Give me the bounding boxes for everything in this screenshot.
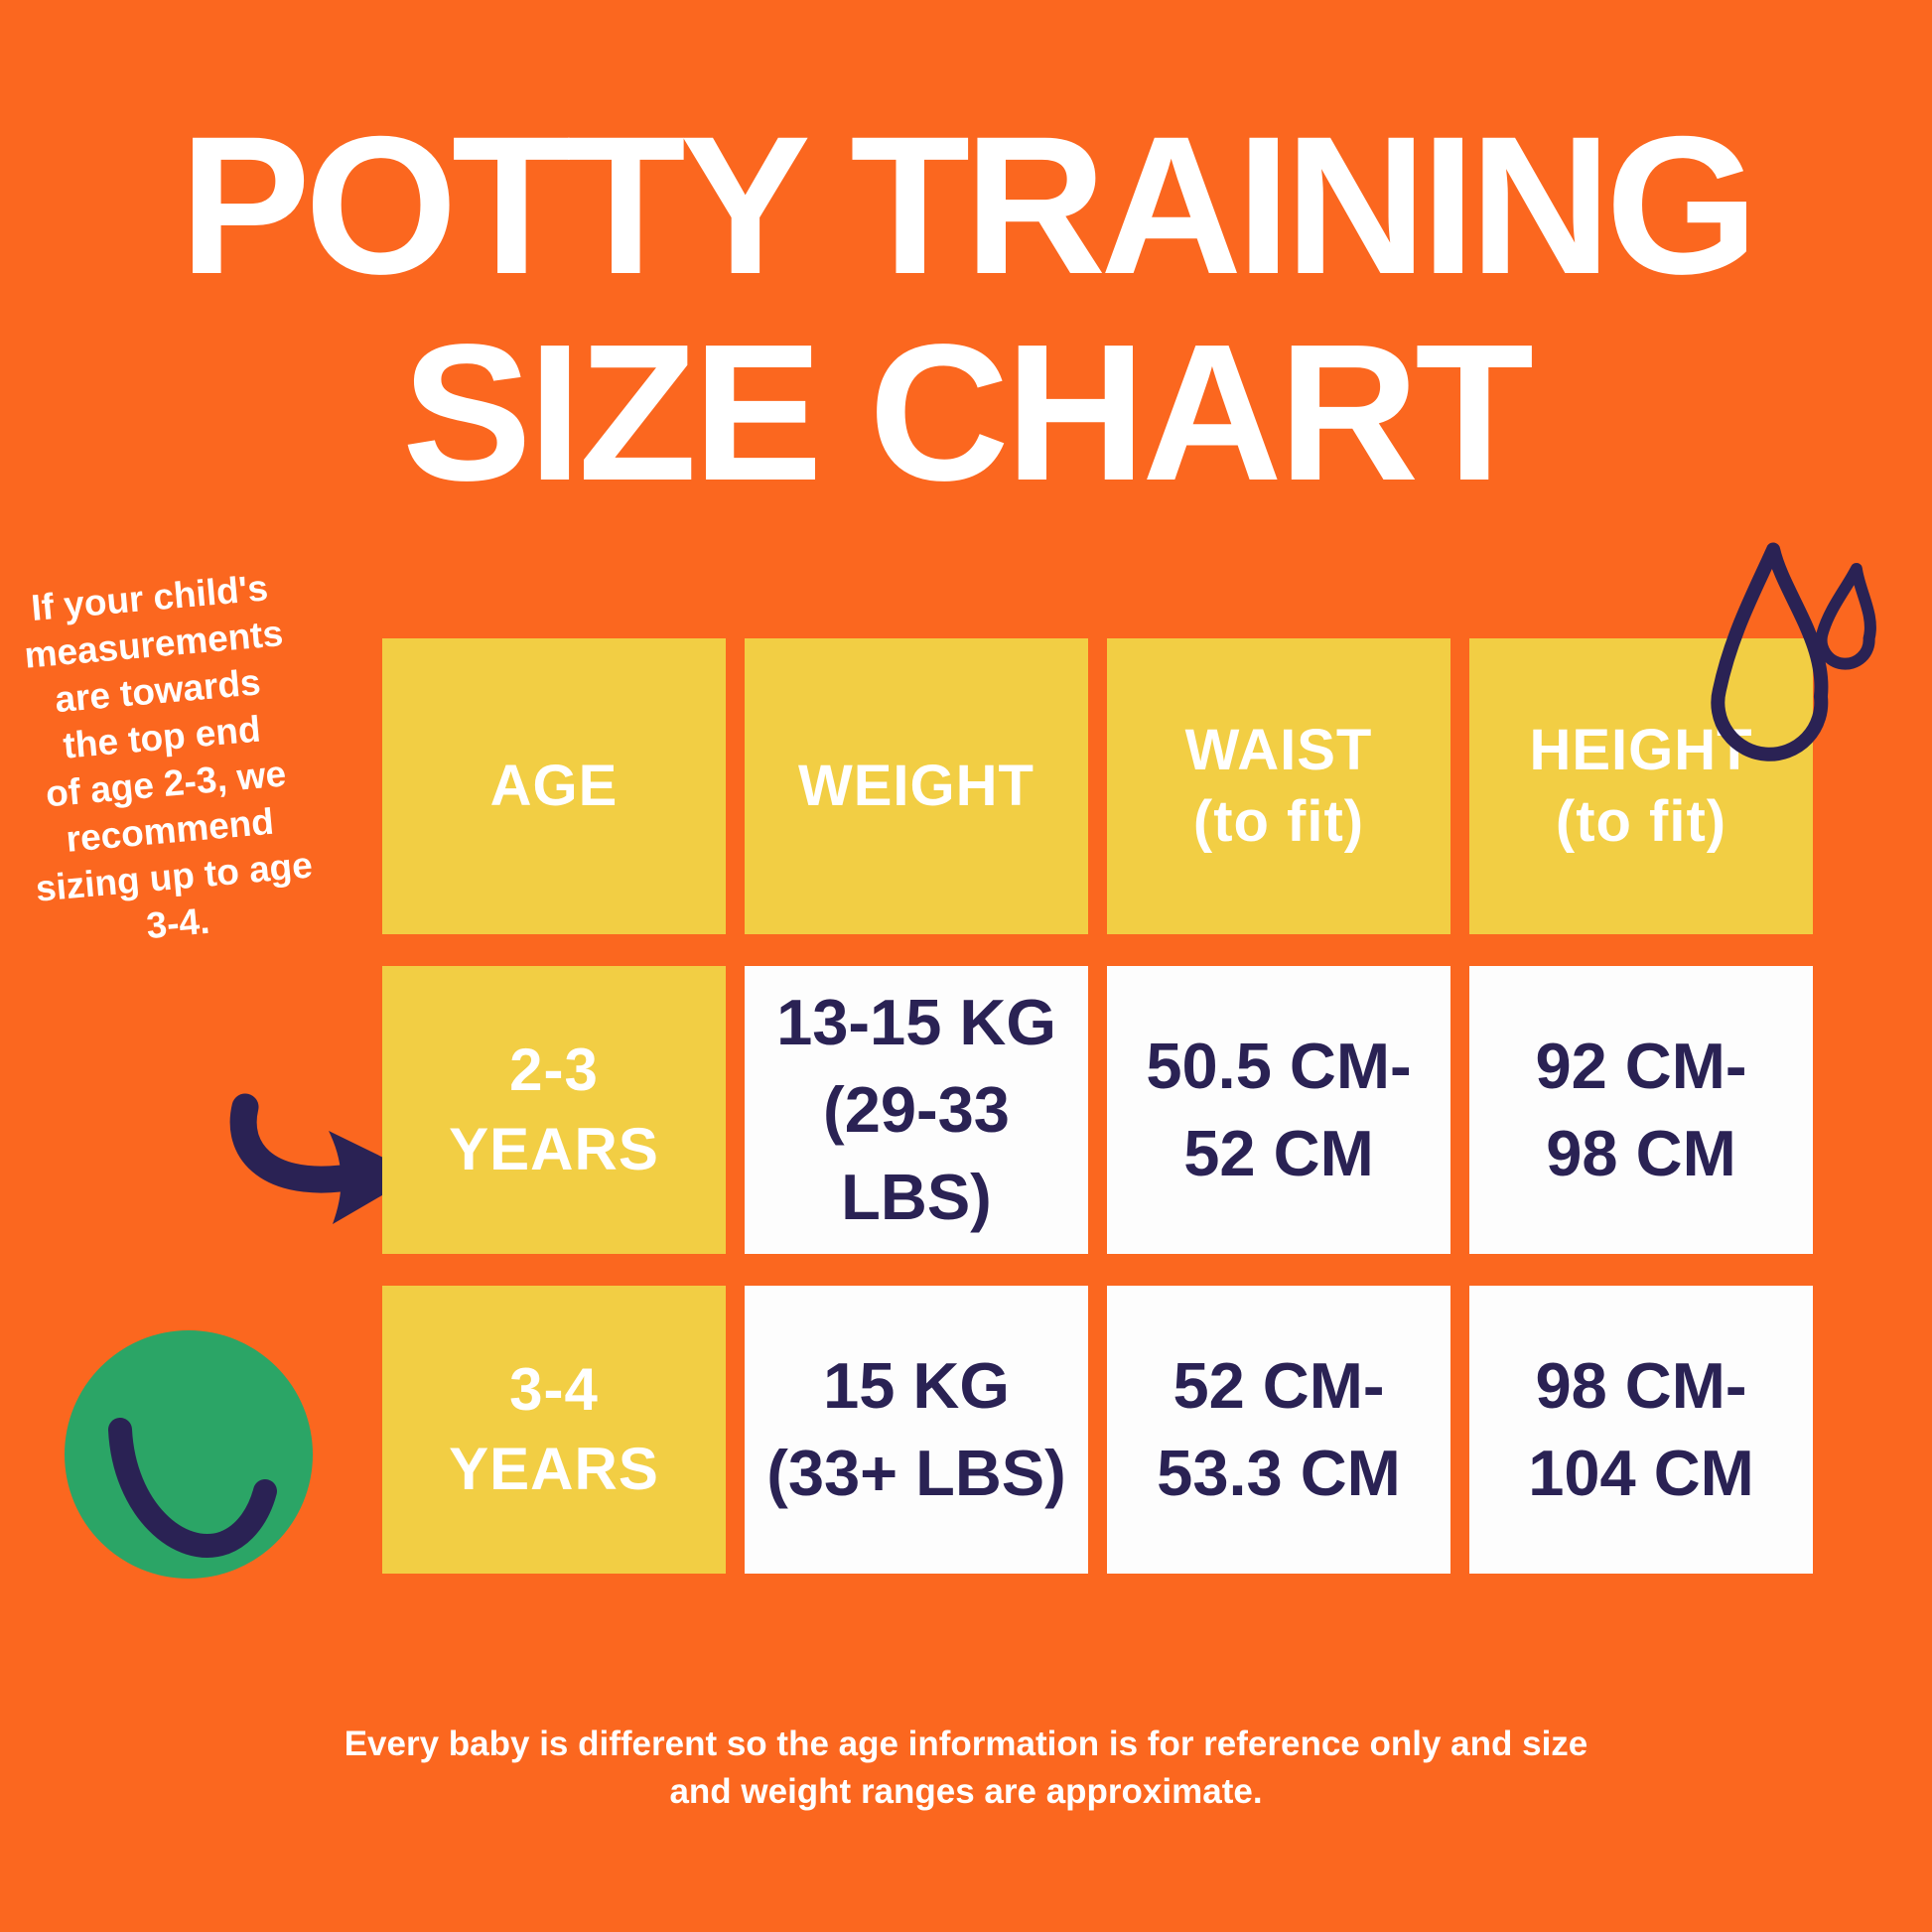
page-title-line-2: SIZE CHART <box>402 304 1534 521</box>
size-chart-table: AGE WEIGHT WAIST (to fit) HEIGHT (to fit… <box>382 638 1813 1574</box>
row1-height-cell: 92 CM- 98 CM <box>1469 966 1813 1254</box>
row2-weight-cell: 15 KG (33+ LBS) <box>745 1286 1088 1574</box>
row1-age-cell: 2-3 YEARS <box>382 966 726 1254</box>
smiley-face-icon <box>65 1330 313 1579</box>
header-cell-age: AGE <box>382 638 726 934</box>
row2-waist-cell: 52 CM- 53.3 CM <box>1107 1286 1450 1574</box>
footer-disclaimer: Every baby is different so the age infor… <box>344 1725 1588 1811</box>
header-cell-height: HEIGHT (to fit) <box>1469 638 1813 934</box>
header-cell-weight: WEIGHT <box>745 638 1088 934</box>
row2-age-cell: 3-4 YEARS <box>382 1286 726 1574</box>
sizing-up-note: If your child's measurements are towards… <box>22 567 315 947</box>
row2-height-cell: 98 CM- 104 CM <box>1469 1286 1813 1574</box>
row1-weight-cell: 13-15 KG (29-33 LBS) <box>745 966 1088 1254</box>
page-title-line-1: POTTY TRAINING <box>179 95 1758 315</box>
row1-waist-cell: 50.5 CM- 52 CM <box>1107 966 1450 1254</box>
water-droplets-icon <box>1711 542 1876 761</box>
curved-arrow-icon <box>229 1093 418 1224</box>
header-cell-waist: WAIST (to fit) <box>1107 638 1450 934</box>
